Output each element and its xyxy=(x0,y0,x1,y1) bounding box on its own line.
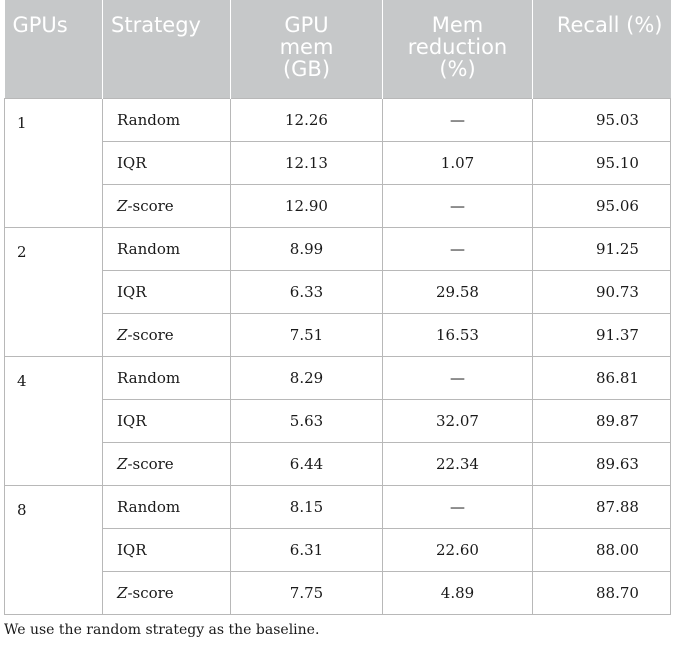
cell-recall: 88.70 xyxy=(532,570,671,615)
strategy-label: Random xyxy=(117,110,181,129)
cell-gpu-mem: 5.63 xyxy=(230,398,383,443)
cell-mem-reduction: — xyxy=(382,97,533,142)
cell-gpu-mem: 12.13 xyxy=(230,140,383,185)
cell-strategy: Z-score xyxy=(102,312,231,357)
cell-gpus: 2 xyxy=(4,226,103,357)
strategy-z-letter: Z xyxy=(117,583,128,602)
cell-recall: 91.25 xyxy=(532,226,671,271)
cell-strategy: Random xyxy=(102,484,231,529)
cell-strategy: IQR xyxy=(102,269,231,314)
strategy-label: Random xyxy=(117,239,181,258)
cell-gpu-mem: 7.51 xyxy=(230,312,383,357)
cell-strategy: Z-score xyxy=(102,570,231,615)
cell-mem-reduction: — xyxy=(382,355,533,400)
cell-gpu-mem: 12.90 xyxy=(230,183,383,228)
cell-gpu-mem: 8.99 xyxy=(230,226,383,271)
results-table: GPUs Strategy GPU mem (GB) Mem reduction… xyxy=(4,0,671,615)
cell-recall: 89.87 xyxy=(532,398,671,443)
strategy-label: IQR xyxy=(117,540,147,559)
cell-recall: 91.37 xyxy=(532,312,671,357)
header-mem-reduction: Mem reduction (%) xyxy=(382,0,533,98)
strategy-label: IQR xyxy=(117,411,147,430)
cell-gpu-mem: 7.75 xyxy=(230,570,383,615)
cell-mem-reduction: 22.60 xyxy=(382,527,533,572)
strategy-label: Random xyxy=(117,497,181,516)
cell-gpus: 8 xyxy=(4,484,103,615)
strategy-z-letter: Z xyxy=(117,196,128,215)
table-row: IQR 12.13 1.07 95.10 xyxy=(5,140,671,185)
cell-strategy: Z-score xyxy=(102,441,231,486)
cell-strategy: Random xyxy=(102,97,231,142)
strategy-label: -score xyxy=(127,196,174,215)
strategy-label: -score xyxy=(127,454,174,473)
cell-recall: 88.00 xyxy=(532,527,671,572)
cell-strategy: Random xyxy=(102,226,231,271)
cell-gpu-mem: 12.26 xyxy=(230,97,383,142)
cell-recall: 89.63 xyxy=(532,441,671,486)
table-row: Z-score 7.75 4.89 88.70 xyxy=(5,570,671,615)
cell-mem-reduction: — xyxy=(382,226,533,271)
table-header: GPUs Strategy GPU mem (GB) Mem reduction… xyxy=(4,0,671,98)
cell-mem-reduction: — xyxy=(382,484,533,529)
results-table-container: GPUs Strategy GPU mem (GB) Mem reduction… xyxy=(4,0,671,615)
table-footnote: We use the random strategy as the baseli… xyxy=(4,622,320,638)
header-gpu-mem: GPU mem (GB) xyxy=(230,0,383,98)
header-strategy: Strategy xyxy=(102,0,231,98)
cell-recall: 86.81 xyxy=(532,355,671,400)
cell-gpus: 4 xyxy=(4,355,103,486)
table-row: IQR 5.63 32.07 89.87 xyxy=(5,398,671,443)
cell-mem-reduction: 32.07 xyxy=(382,398,533,443)
cell-gpu-mem: 6.31 xyxy=(230,527,383,572)
table-row: 4 Random 8.29—86.81 xyxy=(4,355,671,486)
table-row: IQR 6.31 22.60 88.00 xyxy=(5,527,671,572)
cell-mem-reduction: 1.07 xyxy=(382,140,533,185)
cell-gpu-mem: 8.15 xyxy=(230,484,383,529)
table-row: 2 Random 8.99—91.25 xyxy=(4,226,671,357)
cell-gpu-mem: 6.44 xyxy=(230,441,383,486)
header-mem-reduction-label: Mem reduction (%) xyxy=(407,13,508,81)
cell-recall: 95.10 xyxy=(532,140,671,185)
cell-recall: 95.03 xyxy=(532,97,671,142)
cell-recall: 95.06 xyxy=(532,183,671,228)
cell-recall: 87.88 xyxy=(532,484,671,529)
strategy-label: -score xyxy=(127,325,174,344)
cell-recall: 90.73 xyxy=(532,269,671,314)
cell-mem-reduction: 16.53 xyxy=(382,312,533,357)
table-body: 1 Random 12.26—95.03 IQR 12.13 1.07 95.10 Z-sco… xyxy=(4,97,671,615)
table-row: 1 Random 12.26—95.03 xyxy=(4,97,671,228)
cell-strategy: Random xyxy=(102,355,231,400)
strategy-z-letter: Z xyxy=(117,454,128,473)
cell-mem-reduction: 22.34 xyxy=(382,441,533,486)
table-row: Z-score 7.51 16.53 91.37 xyxy=(5,312,671,357)
table-row: IQR 6.33 29.58 90.73 xyxy=(5,269,671,314)
strategy-label: IQR xyxy=(117,153,147,172)
table-row: Z-score 12.90—95.06 xyxy=(5,183,671,228)
header-recall: Recall (%) xyxy=(532,0,671,98)
cell-strategy: IQR xyxy=(102,140,231,185)
strategy-z-letter: Z xyxy=(117,325,128,344)
cell-strategy: IQR xyxy=(102,398,231,443)
header-gpu-mem-label: GPU mem (GB) xyxy=(279,13,334,81)
table-row: Z-score 6.44 22.34 89.63 xyxy=(5,441,671,486)
cell-gpu-mem: 6.33 xyxy=(230,269,383,314)
cell-strategy: Z-score xyxy=(102,183,231,228)
strategy-label: Random xyxy=(117,368,181,387)
cell-strategy: IQR xyxy=(102,527,231,572)
cell-gpu-mem: 8.29 xyxy=(230,355,383,400)
strategy-label: -score xyxy=(127,583,174,602)
cell-mem-reduction: — xyxy=(382,183,533,228)
header-gpus: GPUs xyxy=(4,0,103,98)
table-row: 8 Random 8.15—87.88 xyxy=(4,484,671,615)
cell-mem-reduction: 4.89 xyxy=(382,570,533,615)
cell-gpus: 1 xyxy=(4,97,103,228)
strategy-label: IQR xyxy=(117,282,147,301)
cell-mem-reduction: 29.58 xyxy=(382,269,533,314)
